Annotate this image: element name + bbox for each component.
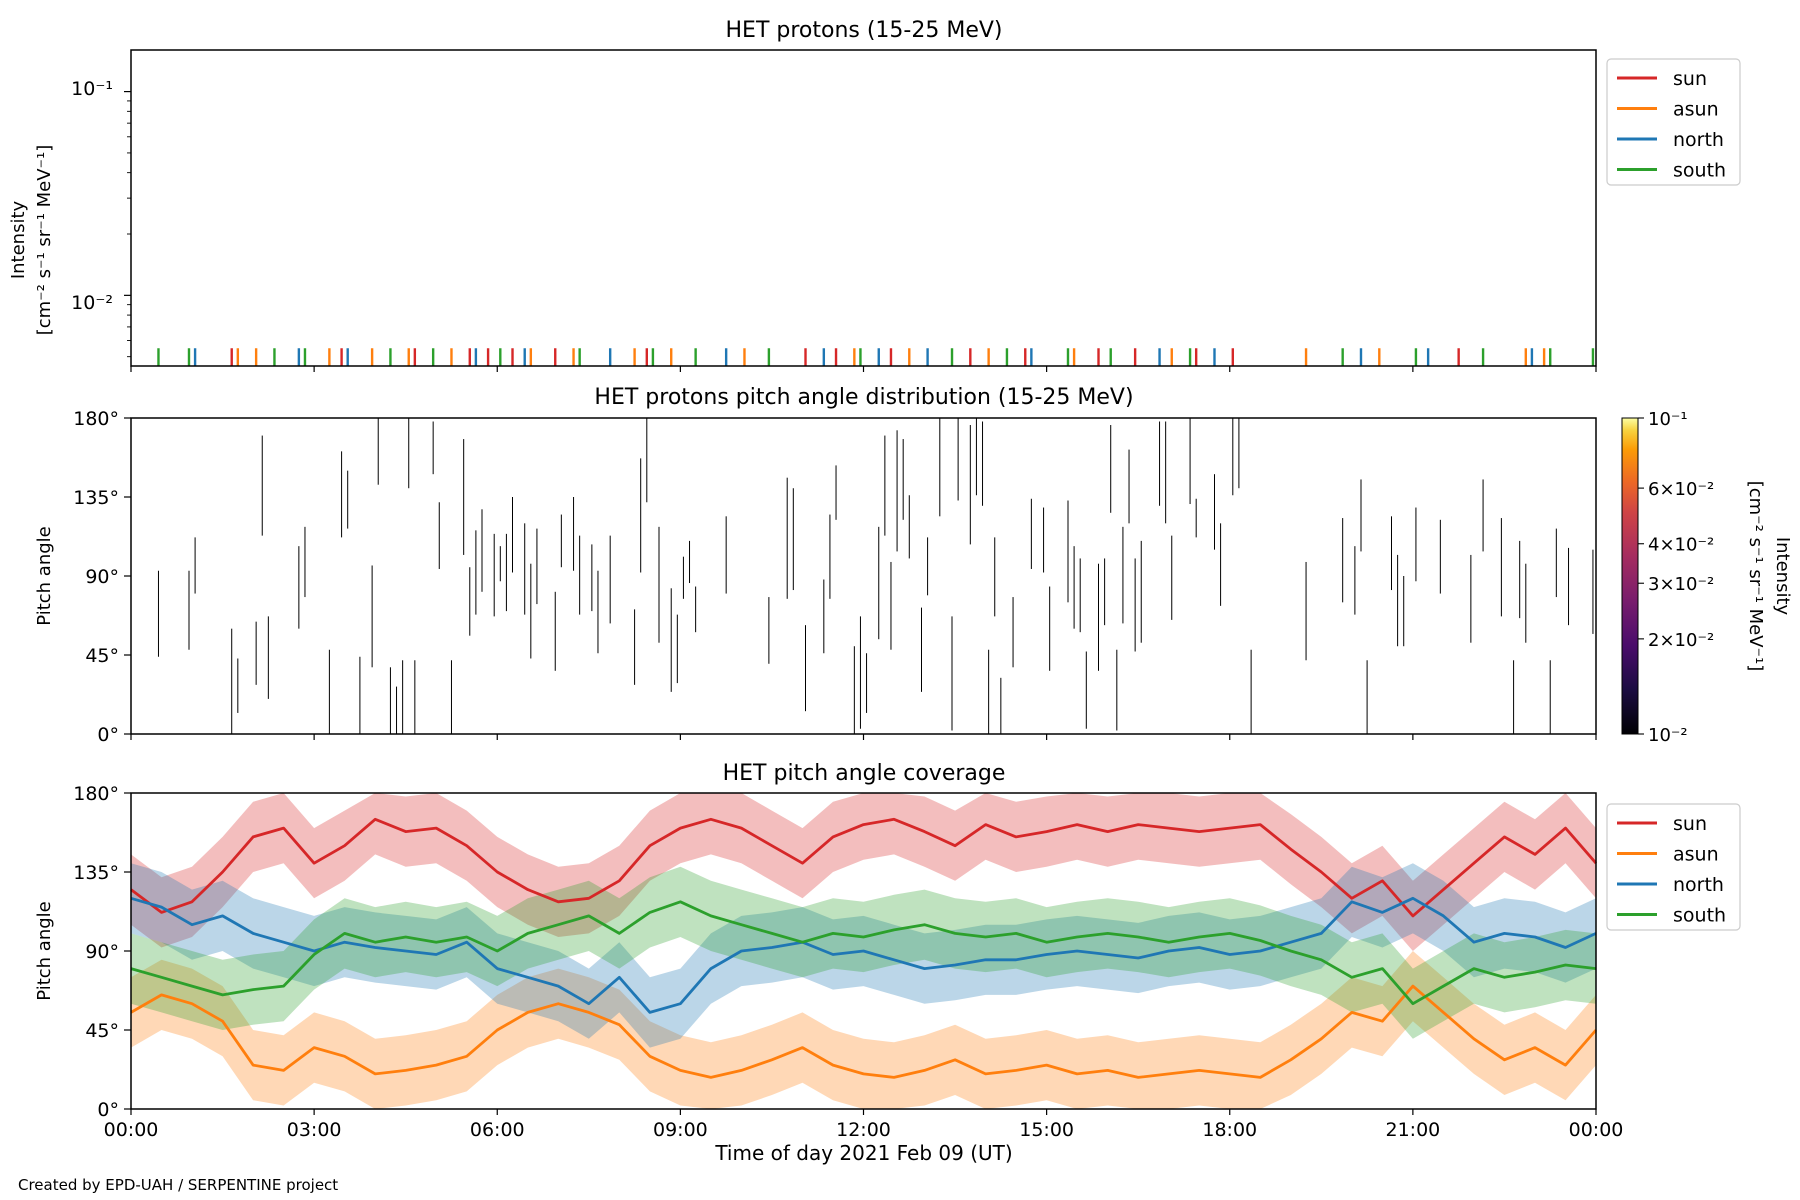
panel2-marks	[157, 418, 1594, 734]
legend-label-asun: asun	[1673, 844, 1719, 866]
y-tick-label: 90°	[85, 566, 119, 588]
panel1-ylabel-unit: [cm⁻² s⁻¹ sr⁻¹ MeV⁻¹]	[34, 145, 55, 336]
legend-box	[1606, 803, 1741, 931]
panel3-ylabel: Pitch angle	[34, 901, 55, 1000]
panel1-title: HET protons (15-25 MeV)	[726, 18, 1003, 43]
colorbar: 10⁻¹ 6×10⁻² 4×10⁻² 3×10⁻² 2×10⁻² 10⁻² Intensi…	[1621, 409, 1793, 746]
colorbar-label: Intensity	[1772, 537, 1793, 616]
panel2-xaxis	[130, 734, 1597, 740]
colorbar-tick-label: 10⁻¹	[1648, 409, 1688, 430]
y-tick-label: 45°	[85, 645, 119, 667]
band-north	[131, 863, 1596, 1048]
line-asun	[130, 984, 1598, 1079]
panel2-ylabel: Pitch angle	[34, 526, 55, 625]
x-tick-label: 00:00	[1569, 1119, 1624, 1141]
colorbar-gradient	[1621, 417, 1639, 735]
band-asun	[131, 951, 1596, 1109]
x-tick-label: 00:00	[104, 1119, 159, 1141]
legend-label-sun: sun	[1673, 813, 1707, 835]
legend-label-south: south	[1673, 905, 1726, 927]
line-sun	[130, 817, 1598, 918]
panel1-ytick-label: 10⁻¹	[71, 78, 113, 100]
legend-label-north: north	[1673, 129, 1724, 151]
panel2-yaxis: 0° 45° 90° 135° 180°	[73, 408, 131, 746]
footer-credit: Created by EPD-UAH / SERPENTINE project	[18, 1176, 339, 1194]
panel1-legend: sun asun north south	[1606, 58, 1741, 186]
x-tick-label: 09:00	[653, 1119, 708, 1141]
y-tick-label: 90°	[85, 941, 119, 963]
panel3-title: HET pitch angle coverage	[723, 761, 1006, 786]
band-south	[131, 866, 1596, 1039]
x-tick-label: 03:00	[287, 1119, 342, 1141]
y-tick-label: 0°	[97, 1099, 119, 1121]
y-tick-label: 180°	[73, 783, 119, 805]
panel1-xaxis	[130, 366, 1597, 372]
panel1-yaxis: 10⁻¹ 10⁻²	[71, 78, 131, 358]
colorbar-tick-label: 3×10⁻²	[1648, 574, 1714, 595]
colorbar-tick-label: 6×10⁻²	[1648, 479, 1714, 500]
panel3-xaxis: 00:00 03:00 06:00 09:00 12:00 15:00 18:00 21:00…	[104, 1109, 1624, 1141]
colorbar-tick-label: 10⁻²	[1648, 725, 1688, 746]
x-tick-label: 21:00	[1385, 1119, 1440, 1141]
legend-box	[1606, 58, 1741, 186]
panel-pitch-coverage: HET pitch angle coverage 0° 45° 90° 135° 180…	[34, 761, 1741, 1165]
y-tick-label: 45°	[85, 1020, 119, 1042]
panel-intensity: HET protons (15-25 MeV) 10⁻¹ 10⁻² Intens…	[8, 18, 1741, 372]
y-tick-label: 135°	[73, 487, 119, 509]
y-tick-label: 180°	[73, 408, 119, 430]
line-south	[130, 900, 1597, 1006]
panel3-marks	[130, 793, 1598, 1109]
panel2-frame	[130, 417, 1597, 735]
panel2-title: HET protons pitch angle distribution (15…	[594, 385, 1133, 410]
x-tick-label: 15:00	[1019, 1119, 1074, 1141]
x-tick-label: 18:00	[1202, 1119, 1257, 1141]
legend-label-asun: asun	[1673, 99, 1719, 121]
x-tick-label: 06:00	[470, 1119, 525, 1141]
panel3-yaxis: 0° 45° 90° 135° 180°	[73, 783, 131, 1121]
y-tick-label: 135°	[73, 862, 119, 884]
panel1-ytick-label: 10⁻²	[71, 292, 113, 314]
panel3-legend: sun asun north south	[1606, 803, 1741, 931]
panel1-marks	[157, 348, 1595, 366]
panel1-frame	[130, 49, 1597, 367]
colorbar-tick-label: 4×10⁻²	[1648, 535, 1714, 556]
panel1-ylabel: Intensity	[8, 200, 29, 279]
panel-pitch-distribution: HET protons pitch angle distribution (15…	[34, 385, 1793, 746]
band-sun	[131, 793, 1596, 951]
legend-label-north: north	[1673, 874, 1724, 896]
x-axis-label: Time of day 2021 Feb 09 (UT)	[714, 1141, 1012, 1165]
y-tick-label: 0°	[97, 724, 119, 746]
line-north	[130, 896, 1597, 1014]
legend-label-south: south	[1673, 160, 1726, 182]
colorbar-label-unit: [cm⁻² s⁻¹ sr⁻¹ MeV⁻¹]	[1745, 481, 1766, 672]
colorbar-ticks: 10⁻¹ 6×10⁻² 4×10⁻² 3×10⁻² 2×10⁻² 10⁻²	[1638, 409, 1714, 746]
legend-label-sun: sun	[1673, 68, 1707, 90]
colorbar-tick-label: 2×10⁻²	[1648, 630, 1714, 651]
x-tick-label: 12:00	[836, 1119, 891, 1141]
